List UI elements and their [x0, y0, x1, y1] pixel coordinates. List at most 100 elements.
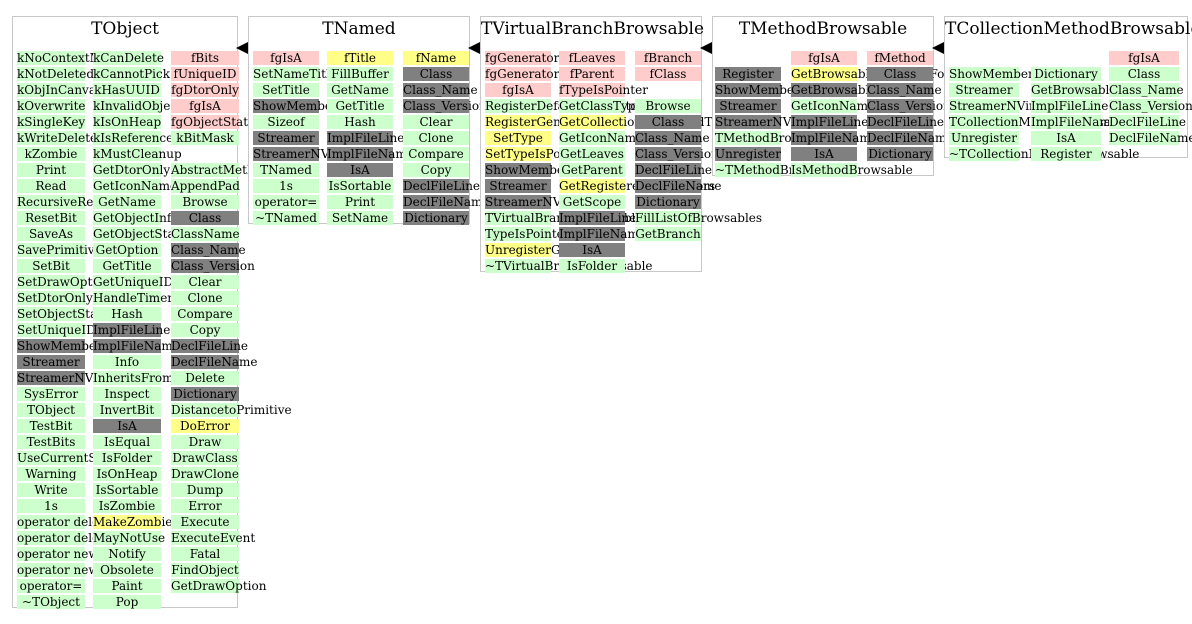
member-cell: Obsolete: [93, 563, 161, 577]
member-cell: GetRegisteredGenerators: [559, 179, 715, 193]
member-cell: ShowMembers: [949, 67, 1040, 81]
member-cell: DeclFileName: [867, 131, 954, 145]
member-cell: IsA: [1031, 131, 1101, 145]
class-box-tobject: TObject kNoContextMenu kNotDeleted kObjInC…: [12, 16, 292, 609]
member-cell: Unregister: [949, 131, 1019, 145]
member-cell: FillListOfBrowsables: [635, 211, 763, 225]
member-cell: Read: [17, 179, 85, 193]
member-cell: ShowMembers: [253, 99, 344, 113]
member-cell: ~TVirtualBranchBrowsable: [485, 259, 653, 273]
member-cell: UseCurrentStyle: [17, 451, 120, 465]
member-cell: kOverwrite: [17, 99, 86, 113]
class-title: TNamed: [322, 19, 396, 39]
member-cell: Clone: [171, 291, 239, 305]
member-cell: fBits: [171, 51, 239, 65]
member-cell: IsOnHeap: [93, 467, 161, 481]
member-cell: Notify: [93, 547, 161, 561]
member-cell: Delete: [171, 371, 239, 385]
member-cell: Class: [635, 115, 701, 129]
member-cell: Error: [171, 499, 239, 513]
member-cell: fgIsA: [791, 51, 857, 65]
member-cell: GetTitle: [327, 99, 393, 113]
member-cell: kInvalidObject: [93, 99, 182, 113]
member-cell: ImplFileLine: [1031, 99, 1109, 113]
member-cell: kZombie: [17, 147, 85, 161]
inheritance-arrow-icon: [468, 42, 480, 54]
member-cell: Execute: [171, 515, 239, 529]
member-cell: GetIconName: [93, 179, 178, 193]
member-cell: TNamed: [253, 163, 319, 177]
member-cell: ~TNamed: [253, 211, 319, 225]
member-cell: HandleTimer: [93, 291, 174, 305]
member-cell: IsA: [93, 419, 161, 433]
member-cell: StreamerNVirtual: [715, 115, 825, 129]
member-cell: Streamer: [715, 99, 781, 113]
member-cell: fClass: [635, 67, 701, 81]
member-cell: kObjInCanvas: [17, 83, 103, 97]
member-cell: SetName: [327, 211, 393, 225]
member-cell: DrawClone: [171, 467, 239, 481]
member-cell: kIsReferenced: [93, 131, 181, 145]
member-cell: ImplFileLine: [559, 211, 637, 225]
member-cell: SetDtorOnly: [17, 291, 93, 305]
member-cell: InvertBit: [93, 403, 161, 417]
member-cell: IsA: [327, 163, 393, 177]
member-cell: ImplFileName: [1031, 115, 1118, 129]
member-cell: DeclFileLine: [867, 115, 945, 129]
member-cell: Browse: [635, 99, 701, 113]
member-cell: Draw: [171, 435, 239, 449]
member-cell: Copy: [171, 323, 239, 337]
member-cell: Print: [327, 195, 393, 209]
member-cell: GetBranch: [635, 227, 701, 241]
member-cell: kCannotPick: [93, 67, 171, 81]
member-cell: Unregister: [715, 147, 782, 161]
member-cell: Streamer: [17, 355, 85, 369]
member-cell: fLeaves: [559, 51, 625, 65]
member-cell: fgIsA: [1109, 51, 1179, 65]
member-cell: kHasUUID: [93, 83, 161, 97]
member-cell: GetClassType: [559, 99, 643, 113]
member-cell: fgIsA: [253, 51, 319, 65]
member-cell: kWriteDelete: [17, 131, 98, 145]
member-cell: GetUniqueID: [93, 275, 174, 289]
member-cell: TMethodBrowsable: [715, 131, 834, 145]
member-cell: Class: [403, 67, 469, 81]
member-cell: GetScope: [559, 195, 625, 209]
member-cell: FillBuffer: [327, 67, 393, 81]
member-cell: DeclFileLine: [171, 339, 249, 353]
member-cell: DeclFileLine: [403, 179, 481, 193]
member-cell: GetOption: [93, 243, 161, 257]
member-cell: ShowMembers: [17, 339, 108, 353]
member-cell: Register: [715, 67, 781, 81]
member-cell: GetIconName: [791, 99, 876, 113]
member-cell: Class: [171, 211, 239, 225]
member-cell: Class_Version: [1109, 99, 1192, 113]
member-cell: fgObjectStat: [171, 115, 249, 129]
member-cell: GetDtorOnly: [93, 163, 171, 177]
member-cell: operator=: [253, 195, 319, 209]
member-cell: StreamerNVirtual: [949, 99, 1059, 113]
member-cell: IsSortable: [327, 179, 393, 193]
member-cell: Clear: [171, 275, 239, 289]
member-cell: SaveAs: [17, 227, 85, 241]
member-cell: GetObjectStat: [93, 227, 180, 241]
member-cell: operator delete: [17, 515, 112, 529]
member-cell: DeclFileLine: [1109, 115, 1187, 129]
member-cell: fgGenerators: [485, 51, 566, 65]
member-cell: DeclFileName: [635, 179, 722, 193]
member-cell: operator new[]: [17, 563, 108, 577]
member-cell: GetDrawOption: [171, 579, 267, 593]
member-cell: IsA: [791, 147, 857, 161]
member-cell: IsMethodBrowsable: [791, 163, 913, 177]
member-cell: UnregisterGenerator: [485, 243, 614, 257]
member-cell: SetType: [485, 131, 551, 145]
member-cell: GetCollectionContainedType: [559, 115, 734, 129]
member-cell: Streamer: [485, 179, 551, 193]
member-cell: TVirtualBranchBrowsable: [485, 211, 642, 225]
member-cell: DoError: [171, 419, 239, 433]
member-cell: ClassName: [171, 227, 240, 241]
member-cell: Dictionary: [171, 387, 239, 401]
class-box-tcollectionmethodbrowsable: TCollectionMethodBrowsable ShowMembers St…: [944, 16, 1192, 161]
member-cell: Class_Name: [1109, 83, 1184, 97]
member-cell: ~TObject: [17, 595, 85, 609]
